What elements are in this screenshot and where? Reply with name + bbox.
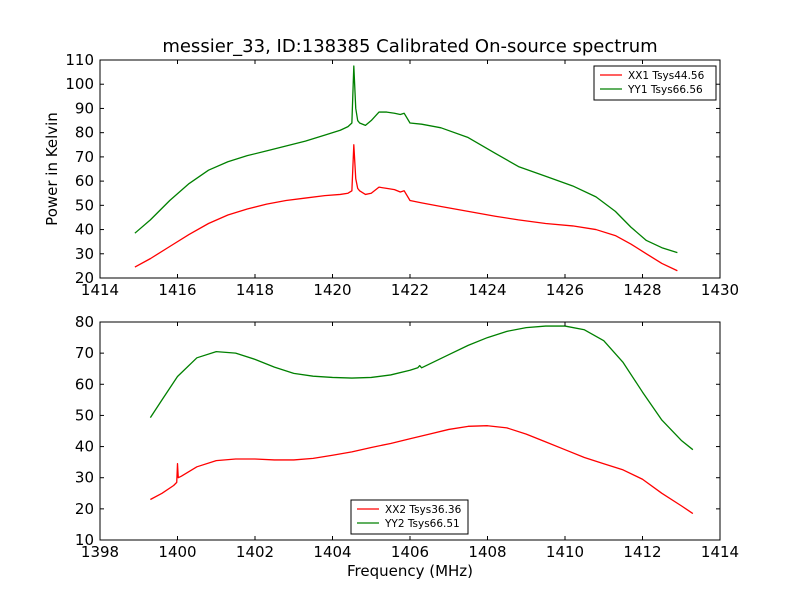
y-tick-label: 40	[75, 221, 94, 239]
y-tick-label: 60	[75, 375, 94, 393]
x-tick-label: 1414	[701, 543, 739, 561]
y-tick-label: 60	[75, 172, 94, 190]
legend-box	[593, 65, 717, 101]
x-tick-label: 1412	[623, 543, 661, 561]
y-tick-label: 20	[75, 500, 94, 518]
x-tick-label: 1404	[313, 543, 351, 561]
legend: XX2 Tsys36.36 YY2 Tsys66.51	[350, 499, 469, 535]
x-tick-label: 1402	[236, 543, 274, 561]
top-chart: 1414 1416 1418 1420 1422 1424 1426 1428 1430 20 30…	[43, 36, 739, 299]
bottom-chart: 1398 1400 1402 1404 1406 1408 1410 1412 1414 10 20…	[75, 313, 739, 580]
y-tick-label: 80	[75, 124, 94, 142]
x-tick-label: 1406	[391, 543, 429, 561]
x-tick-label: 1422	[391, 281, 429, 299]
y-tick-label: 110	[65, 51, 94, 69]
y-tick-label: 10	[75, 531, 94, 549]
x-tick-label: 1410	[546, 543, 584, 561]
y-tick-label: 80	[75, 313, 94, 331]
x-axis-label: Frequency (MHz)	[347, 562, 473, 580]
series-line-yy2	[149, 325, 694, 451]
y-tick-label: 70	[75, 148, 94, 166]
x-tick-label: 1400	[158, 543, 196, 561]
y-tick-label: 20	[75, 269, 94, 287]
legend: XX1 Tsys44.56 YY1 Tsys66.56	[593, 65, 717, 101]
x-tick-label: 1428	[623, 281, 661, 299]
x-tick-label: 1398	[81, 543, 119, 561]
y-tick-label: 90	[75, 99, 94, 117]
legend-entry: XX2 Tsys36.36	[385, 504, 462, 516]
y-tick-label: 40	[75, 438, 94, 456]
chart-title: messier_33, ID:138385 Calibrated On-sour…	[162, 36, 657, 57]
legend-entry: YY1 Tsys66.56	[627, 84, 703, 96]
legend-entry: XX1 Tsys44.56	[628, 70, 705, 82]
y-tick-label: 30	[75, 245, 94, 263]
x-tick-label: 1424	[468, 281, 506, 299]
y-tick-label: 30	[75, 469, 94, 487]
y-tick-label: 70	[75, 344, 94, 362]
series-line-xx1	[134, 144, 678, 272]
x-tick-label: 1414	[81, 281, 119, 299]
x-tick-label: 1420	[313, 281, 351, 299]
y-tick-label: 100	[65, 75, 94, 93]
series-line-xx2	[150, 425, 694, 515]
legend-box	[350, 499, 469, 535]
x-tick-label: 1408	[468, 543, 506, 561]
x-tick-label: 1430	[701, 281, 739, 299]
legend-entry: YY2 Tsys66.51	[384, 518, 460, 530]
y-axis-label: Power in Kelvin	[43, 112, 61, 226]
x-tick-label: 1426	[546, 281, 584, 299]
x-tick-label: 1418	[236, 281, 274, 299]
x-tick-label: 1416	[158, 281, 196, 299]
series-line-yy1	[134, 65, 678, 254]
y-tick-label: 50	[75, 406, 94, 424]
y-tick-label: 50	[75, 196, 94, 214]
